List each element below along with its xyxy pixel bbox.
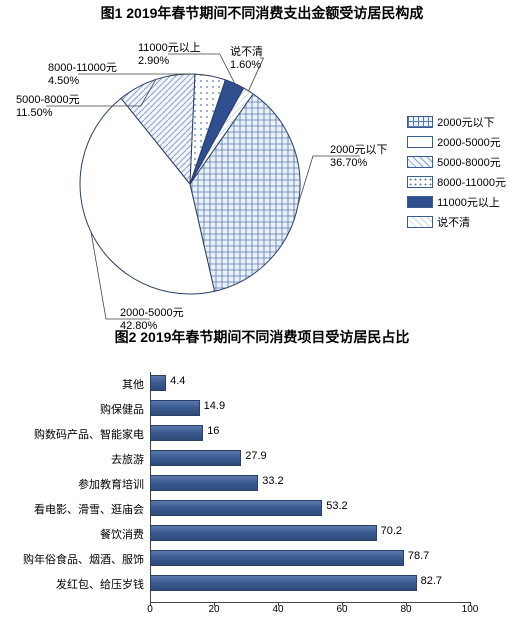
bar-rect xyxy=(150,425,203,441)
bar-category-label: 购数码产品、智能家电 xyxy=(0,426,144,442)
legend-label: 11000元以上 xyxy=(437,194,500,210)
pie-callout-2000_5000: 2000-5000元42.80% xyxy=(120,307,184,332)
bar-row: 去旅游27.9 xyxy=(150,447,470,469)
x-tick-label: 0 xyxy=(147,604,153,615)
pie-callout-8000_11000: 8000-11000元4.50% xyxy=(48,62,117,87)
bar-value-label: 82.7 xyxy=(421,575,442,587)
legend-swatch xyxy=(407,156,433,168)
legend-swatch xyxy=(407,116,433,128)
pie-callout-line: 2.90% xyxy=(138,55,201,68)
bar-value-label: 33.2 xyxy=(262,475,283,487)
bar-value-label: 78.7 xyxy=(408,550,429,562)
pie-callout-line: 8000-11000元 xyxy=(48,62,117,75)
legend-swatch xyxy=(407,136,433,148)
pie-callout-line: 11.50% xyxy=(16,107,80,120)
bar-row: 参加教育培训33.2 xyxy=(150,472,470,494)
pie-callout-line: 说不清 xyxy=(230,46,263,59)
pie-chart-area: 2000元以下36.70%2000-5000元42.80%5000-8000元1… xyxy=(0,24,524,324)
bar-row: 其他4.4 xyxy=(150,372,470,394)
pie-callout-line: 2000-5000元 xyxy=(120,307,184,320)
bar-category-label: 其他 xyxy=(0,376,144,392)
x-tick-label: 20 xyxy=(208,604,219,615)
page-root: { "pie": { "title": "图1 2019年春节期间不同消费支出金… xyxy=(0,0,524,637)
legend-swatch xyxy=(407,196,433,208)
legend-swatch xyxy=(407,216,433,228)
bar-rect xyxy=(150,450,241,466)
bar-value-label: 14.9 xyxy=(204,400,225,412)
legend-item: 5000-8000元 xyxy=(407,154,506,170)
pie-callout-line: 1.60% xyxy=(230,59,263,72)
bar-row: 发红包、给压岁钱82.7 xyxy=(150,572,470,594)
legend-item: 2000元以下 xyxy=(407,114,506,130)
pie-callout-ge11000: 11000元以上2.90% xyxy=(138,42,201,67)
pie-callout-line: 42.80% xyxy=(120,320,184,333)
pie-callout-line: 4.50% xyxy=(48,75,117,88)
bar-row: 购数码产品、智能家电16 xyxy=(150,422,470,444)
bar-category-label: 购年俗食品、烟酒、服饰 xyxy=(0,551,144,567)
bar-category-label: 餐饮消费 xyxy=(0,526,144,542)
bar-row: 购年俗食品、烟酒、服饰78.7 xyxy=(150,547,470,569)
bar-rect xyxy=(150,375,166,391)
pie-chart-title: 图1 2019年春节期间不同消费支出金额受访居民构成 xyxy=(0,0,524,24)
bar-rows: 其他4.4 购保健品14.9 购数码产品、智能家电16 去旅游27.9 参加教育培训33… xyxy=(150,372,470,602)
bar-chart-area: 其他4.4购保健品14.9购数码产品、智能家电16去旅游27.9参加教育培训33… xyxy=(0,352,524,632)
bar-value-label: 16 xyxy=(207,425,219,437)
x-tick-label: 100 xyxy=(462,604,479,615)
pie-callout-line: 2000元以下 xyxy=(330,144,387,157)
bar-value-label: 4.4 xyxy=(170,375,185,387)
bar-category-label: 发红包、给压岁钱 xyxy=(0,576,144,592)
bar-rect xyxy=(150,525,377,541)
bar-value-label: 70.2 xyxy=(381,525,402,537)
bar-rect xyxy=(150,575,417,591)
pie-callout-5000_8000: 5000-8000元11.50% xyxy=(16,94,80,119)
x-tick-label: 40 xyxy=(272,604,283,615)
pie-callout-unclear: 说不清1.60% xyxy=(230,46,263,71)
bar-x-axis xyxy=(150,602,470,603)
legend-item: 2000-5000元 xyxy=(407,134,506,150)
pie-callout-line: 5000-8000元 xyxy=(16,94,80,107)
bar-value-label: 27.9 xyxy=(245,450,266,462)
bar-category-label: 去旅游 xyxy=(0,451,144,467)
x-tick-label: 60 xyxy=(336,604,347,615)
legend-item: 说不清 xyxy=(407,214,506,230)
bar-category-label: 参加教育培训 xyxy=(0,476,144,492)
bar-rect xyxy=(150,475,258,491)
bar-category-label: 购保健品 xyxy=(0,401,144,417)
pie-callout-line: 11000元以上 xyxy=(138,42,201,55)
bar-rect xyxy=(150,400,200,416)
legend-label: 说不清 xyxy=(437,214,470,230)
bar-rect xyxy=(150,500,322,516)
legend-label: 5000-8000元 xyxy=(437,154,501,170)
legend-swatch xyxy=(407,176,433,188)
pie-legend: 2000元以下 2000-5000元 5000-8000元 8000-11000元 11… xyxy=(407,114,506,234)
pie-callout-line: 36.70% xyxy=(330,157,387,170)
legend-label: 2000元以下 xyxy=(437,114,494,130)
legend-item: 11000元以上 xyxy=(407,194,506,210)
bar-category-label: 看电影、滑雪、逛庙会 xyxy=(0,501,144,517)
x-tick-label: 80 xyxy=(400,604,411,615)
pie-callout-le2000: 2000元以下36.70% xyxy=(330,144,387,169)
bar-chart-title: 图2 2019年春节期间不同消费项目受访居民占比 xyxy=(0,324,524,348)
legend-label: 8000-11000元 xyxy=(437,174,506,190)
bar-value-label: 53.2 xyxy=(326,500,347,512)
legend-item: 8000-11000元 xyxy=(407,174,506,190)
pie-slices xyxy=(80,74,300,294)
bar-row: 购保健品14.9 xyxy=(150,397,470,419)
bar-row: 看电影、滑雪、逛庙会53.2 xyxy=(150,497,470,519)
legend-label: 2000-5000元 xyxy=(437,134,501,150)
bar-rect xyxy=(150,550,404,566)
bar-row: 餐饮消费70.2 xyxy=(150,522,470,544)
